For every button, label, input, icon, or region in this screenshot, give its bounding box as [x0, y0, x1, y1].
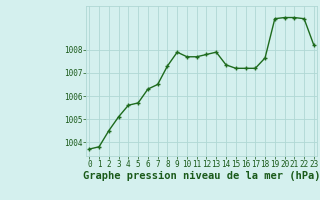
X-axis label: Graphe pression niveau de la mer (hPa): Graphe pression niveau de la mer (hPa)	[83, 171, 320, 181]
